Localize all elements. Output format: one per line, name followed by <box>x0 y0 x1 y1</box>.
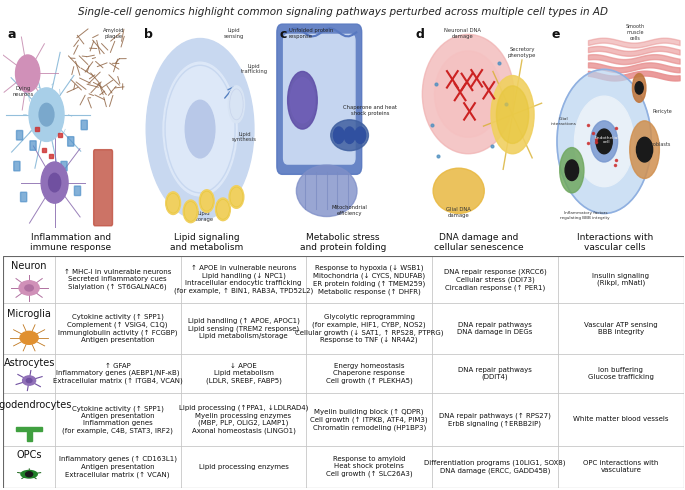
FancyBboxPatch shape <box>14 161 20 171</box>
Bar <box>306 446 432 488</box>
Text: d: d <box>416 28 425 41</box>
Ellipse shape <box>228 86 245 123</box>
Bar <box>306 303 432 354</box>
Ellipse shape <box>433 168 484 214</box>
Circle shape <box>635 82 643 94</box>
Circle shape <box>41 162 68 203</box>
Circle shape <box>29 88 64 142</box>
Text: Unfolded protein
response: Unfolded protein response <box>289 28 333 39</box>
Bar <box>558 446 684 488</box>
Text: Inflammatory genes (↑ CD163L1)
Antigen presentation
Extracellular matrix (↑ VCAN: Inflammatory genes (↑ CD163L1) Antigen p… <box>59 456 177 478</box>
Text: Energy homeostasis
Chaperone response
Cell growth (↑ PLEKHA5): Energy homeostasis Chaperone response Ce… <box>326 363 412 384</box>
Circle shape <box>26 378 32 383</box>
FancyBboxPatch shape <box>75 186 81 196</box>
Text: Interactions with
vascular cells: Interactions with vascular cells <box>577 233 653 252</box>
Text: ↑ APOE in vulnerable neurons
Lipid handling (↓ NPC1)
Intracellular endocytic tra: ↑ APOE in vulnerable neurons Lipid handl… <box>174 265 313 294</box>
Text: Amyloid
plaque: Amyloid plaque <box>103 28 125 39</box>
Text: DNA damage and
cellular senescence: DNA damage and cellular senescence <box>434 233 524 252</box>
Text: Glial DNA
damage: Glial DNA damage <box>446 207 471 218</box>
Circle shape <box>49 173 61 192</box>
Bar <box>55 256 181 303</box>
Text: Neuronal DNA
damage: Neuronal DNA damage <box>445 28 482 39</box>
Circle shape <box>596 129 612 154</box>
FancyBboxPatch shape <box>68 137 74 146</box>
Text: Lipid processing (↑PPA1, ↓LDLRAD4)
Myelin processing enzymes
(MBP, PLP, OLIG2, L: Lipid processing (↑PPA1, ↓LDLRAD4) Myeli… <box>179 405 308 434</box>
Text: Dying
neurons: Dying neurons <box>13 86 34 97</box>
Circle shape <box>216 198 230 220</box>
Text: e: e <box>551 28 560 41</box>
Ellipse shape <box>434 51 502 137</box>
FancyBboxPatch shape <box>21 192 27 202</box>
Bar <box>558 256 684 303</box>
FancyBboxPatch shape <box>61 161 67 171</box>
FancyBboxPatch shape <box>30 141 36 150</box>
Text: Endothelial
cell: Endothelial cell <box>595 136 619 145</box>
Text: ↓ APOE
Lipid metabolism
(LDLR, SREBF, FABP5): ↓ APOE Lipid metabolism (LDLR, SREBF, FA… <box>206 363 282 384</box>
Bar <box>3 303 55 354</box>
Bar <box>432 303 558 354</box>
Ellipse shape <box>590 121 618 162</box>
Ellipse shape <box>630 121 660 178</box>
Text: Lipid
storage: Lipid storage <box>194 211 214 221</box>
Circle shape <box>39 103 54 126</box>
Ellipse shape <box>632 74 646 102</box>
Bar <box>558 393 684 446</box>
Circle shape <box>25 285 34 291</box>
Bar <box>306 393 432 446</box>
Bar <box>55 303 181 354</box>
Bar <box>306 354 432 393</box>
FancyBboxPatch shape <box>284 34 355 164</box>
Text: Lipid
sensing: Lipid sensing <box>223 28 244 39</box>
Text: Mitochondrial
efficiency: Mitochondrial efficiency <box>332 205 368 216</box>
Text: Inflammatory factors
regulating BBB integrity: Inflammatory factors regulating BBB inte… <box>560 211 610 220</box>
Text: Chaperone and heat
shock proteins: Chaperone and heat shock proteins <box>342 105 397 116</box>
Circle shape <box>23 376 36 385</box>
Text: Single-cell genomics highlight common signaling pathways perturbed across multip: Single-cell genomics highlight common si… <box>77 7 608 17</box>
FancyBboxPatch shape <box>277 24 362 174</box>
Text: Astrocytes: Astrocytes <box>3 358 55 368</box>
Text: Lipid signaling
and metabolism: Lipid signaling and metabolism <box>170 233 243 252</box>
Text: OPCs: OPCs <box>16 450 42 460</box>
Text: Secretory
phenotype: Secretory phenotype <box>508 47 536 58</box>
Text: Lipid processing enzymes: Lipid processing enzymes <box>199 464 288 470</box>
Ellipse shape <box>331 120 369 151</box>
Circle shape <box>334 127 344 144</box>
Circle shape <box>19 281 39 295</box>
Text: Smooth
muscle
cells: Smooth muscle cells <box>625 24 645 41</box>
Circle shape <box>344 127 355 144</box>
Text: Myelin building block (↑ QDPR)
Cell growth (↑ ITPKB, ATF4, PIM3)
Chromatin remod: Myelin building block (↑ QDPR) Cell grow… <box>310 408 428 431</box>
Bar <box>558 303 684 354</box>
Ellipse shape <box>297 165 357 217</box>
Circle shape <box>25 472 33 477</box>
Ellipse shape <box>163 62 237 196</box>
Circle shape <box>355 127 366 144</box>
Text: ↑ GFAP
Inflammatory genes (AEBP1/NF-κB)
Extracellular matrix (↑ ITGB4, VCAN): ↑ GFAP Inflammatory genes (AEBP1/NF-κB) … <box>53 363 183 384</box>
FancyBboxPatch shape <box>16 130 23 140</box>
Bar <box>558 354 684 393</box>
Bar <box>3 446 55 488</box>
Ellipse shape <box>185 100 215 158</box>
Ellipse shape <box>290 77 314 123</box>
Bar <box>181 393 306 446</box>
Circle shape <box>183 200 198 222</box>
Circle shape <box>636 137 653 162</box>
Text: b: b <box>143 28 152 41</box>
Text: White matter blood vessels: White matter blood vessels <box>573 416 669 422</box>
Text: a: a <box>8 28 16 41</box>
Text: Glial
interactions: Glial interactions <box>551 117 577 126</box>
Circle shape <box>575 96 634 187</box>
Text: Ion buffering
Glucose trafficking: Ion buffering Glucose trafficking <box>588 367 653 380</box>
Text: Metabolic stress
and protein folding: Metabolic stress and protein folding <box>299 233 386 252</box>
Text: Response to amyloid
Heat shock proteins
Cell growth (↑ SLC26A3): Response to amyloid Heat shock proteins … <box>326 456 412 477</box>
Ellipse shape <box>491 75 534 154</box>
Text: Neuron: Neuron <box>12 261 47 271</box>
Bar <box>55 446 181 488</box>
Text: DNA repair response (XRCC6)
Cellular stress (DDI73)
Circadian response (↑ PER1): DNA repair response (XRCC6) Cellular str… <box>444 269 547 291</box>
Circle shape <box>16 55 40 92</box>
Bar <box>3 256 55 303</box>
Bar <box>181 354 306 393</box>
Bar <box>181 303 306 354</box>
Text: DNA repair pathways (↑ RPS27)
ErbB signaling (↑ERBB2IP): DNA repair pathways (↑ RPS27) ErbB signa… <box>439 412 551 427</box>
Text: Pericyte: Pericyte <box>652 109 672 114</box>
Ellipse shape <box>497 86 529 144</box>
